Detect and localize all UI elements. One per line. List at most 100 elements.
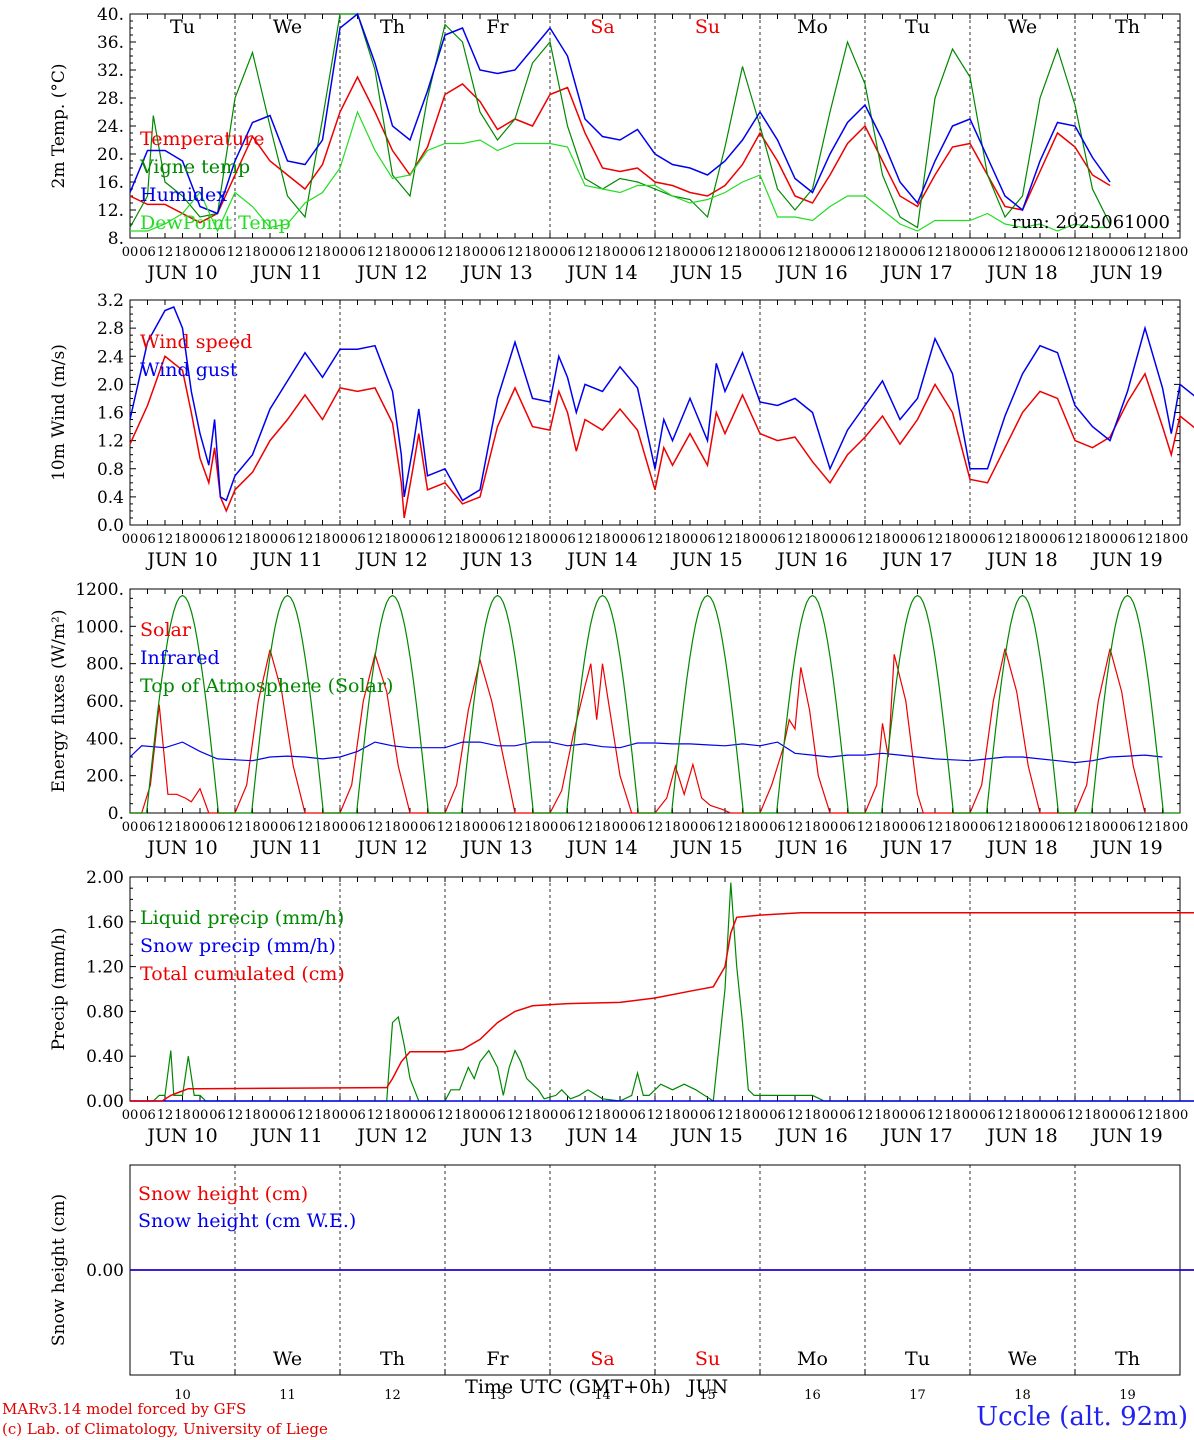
hour-tick-label: 12	[997, 1108, 1014, 1123]
series-line-dewpoint-temp	[130, 110, 1110, 233]
day-number-label: 11	[279, 1388, 296, 1400]
hour-tick-label: 18	[1014, 820, 1031, 835]
hour-tick-label: 18	[944, 1108, 961, 1123]
hour-tick-label: 00	[402, 820, 419, 835]
hour-tick-label: 06	[209, 245, 226, 260]
date-label: JUN 14	[565, 549, 637, 571]
hour-tick-label: 00	[682, 1108, 699, 1123]
date-label: JUN 19	[1090, 262, 1162, 284]
meteogram-svg: 8. 12. 16. 20. 24. 28. 32. 36. 40. 2m Temp. (°C) 0…	[49, 5, 1194, 1400]
hour-tick-label: 12	[507, 1108, 524, 1123]
hour-tick-label: 12	[927, 245, 944, 260]
hour-tick-label: 00	[892, 245, 909, 260]
hour-tick-label: 06	[349, 1108, 366, 1123]
series-line-temperature	[129, 75, 1111, 224]
hour-tick-label: 12	[787, 1108, 804, 1123]
x-axis-title: Time UTC (GMT+0h)	[465, 1376, 671, 1398]
legend-entry: Infrared	[140, 647, 220, 669]
hour-tick-label: 12	[1067, 820, 1084, 835]
date-label: JUN 13	[460, 549, 532, 571]
hour-tick-label: 00	[1032, 1108, 1049, 1123]
weekday-label: Fr	[486, 16, 509, 38]
hour-tick-label: 18	[174, 1108, 191, 1123]
hour-tick-label: 06	[1119, 245, 1136, 260]
y-tick-label: 1.2	[97, 432, 124, 452]
hour-tick-label: 12	[927, 820, 944, 835]
date-label: JUN 17	[880, 837, 952, 859]
temp-frame	[129, 13, 1181, 239]
hour-tick-label: 18	[1014, 245, 1031, 260]
hour-tick-label: 00	[1102, 245, 1119, 260]
hour-tick-label: 12	[717, 820, 734, 835]
hour-tick-label: 12	[1137, 1108, 1154, 1123]
hour-tick-label: 06	[489, 532, 506, 547]
hour-tick-label: 12	[997, 532, 1014, 547]
series-line-top-of-atmosphere-solar	[130, 594, 1180, 814]
y-tick-label: 12.	[97, 201, 124, 221]
hour-tick-label: 18	[664, 532, 681, 547]
weekday-label: Tu	[905, 16, 930, 38]
hour-tick-label: 06	[349, 532, 366, 547]
hour-tick-label: 00	[612, 820, 629, 835]
date-label: JUN 18	[985, 1125, 1057, 1147]
legend-entry: Wind gust	[140, 359, 238, 381]
y-tick-label: 1.6	[97, 404, 124, 424]
hour-tick-label: 00	[1172, 1108, 1189, 1123]
hour-tick-label: 00	[752, 1108, 769, 1123]
temp-ylabel: 2m Temp. (°C)	[49, 63, 69, 188]
date-label: JUN 14	[565, 1125, 637, 1147]
hour-tick-label: 00	[402, 532, 419, 547]
hour-tick-label: 12	[717, 1108, 734, 1123]
hour-tick-label: 18	[594, 532, 611, 547]
weekday-label: Tu	[170, 1348, 195, 1370]
hour-tick-label: 18	[174, 532, 191, 547]
hour-tick-label: 18	[1084, 820, 1101, 835]
hour-tick-label: 18	[664, 245, 681, 260]
hour-tick-label: 06	[139, 532, 156, 547]
hour-tick-label: 12	[437, 532, 454, 547]
hour-tick-label: 12	[227, 532, 244, 547]
hour-tick-label: 18	[594, 245, 611, 260]
hour-tick-label: 06	[419, 245, 436, 260]
hour-tick-label: 00	[892, 532, 909, 547]
hour-tick-label: 06	[1049, 532, 1066, 547]
hour-tick-label: 00	[892, 1108, 909, 1123]
lab-credit: (c) Lab. of Climatology, University of L…	[2, 1420, 328, 1438]
legend-entry: Vigne temp	[139, 156, 250, 178]
date-label: JUN 10	[145, 549, 217, 571]
day-number-label: 19	[1119, 1388, 1136, 1400]
y-tick-label: 36.	[97, 33, 124, 53]
hour-tick-label: 00	[262, 1108, 279, 1123]
day-number-label: 10	[174, 1388, 191, 1400]
weekday-label: Sa	[590, 16, 614, 38]
weekday-label: Th	[1115, 16, 1140, 38]
hour-tick-label: 12	[297, 532, 314, 547]
hour-tick-label: 18	[1154, 532, 1171, 547]
hour-tick-label: 18	[454, 245, 471, 260]
hour-tick-label: 18	[804, 532, 821, 547]
snow-panel: 0.00 Snow height (cm) Snow height (cm) Snow…	[49, 1164, 1194, 1400]
hour-tick-label: 06	[209, 532, 226, 547]
hour-tick-label: 06	[489, 820, 506, 835]
legend-entry: Temperature	[140, 128, 264, 150]
hour-tick-label: 18	[1154, 1108, 1171, 1123]
hour-tick-label: 12	[157, 245, 174, 260]
hour-tick-label: 06	[629, 820, 646, 835]
hour-tick-label: 18	[244, 532, 261, 547]
hour-tick-label: 06	[349, 820, 366, 835]
hour-tick-label: 18	[734, 245, 751, 260]
hour-tick-label: 00	[1032, 532, 1049, 547]
weekday-label: We	[1008, 16, 1037, 38]
hour-tick-label: 06	[979, 1108, 996, 1123]
series-line-vigne-temp	[129, 13, 1111, 229]
station-name: Uccle (alt. 92m)	[976, 1402, 1188, 1432]
hour-tick-label: 12	[1067, 532, 1084, 547]
hour-tick-label: 06	[769, 1108, 786, 1123]
model-credit: MARv3.14 model forced by GFS	[2, 1400, 247, 1418]
hour-tick-label: 06	[909, 245, 926, 260]
y-tick-label: 2.00	[86, 868, 124, 888]
day-number-label: 14	[594, 1388, 611, 1400]
hour-tick-label: 12	[857, 820, 874, 835]
hour-tick-label: 06	[1049, 1108, 1066, 1123]
hour-tick-label: 18	[454, 1108, 471, 1123]
